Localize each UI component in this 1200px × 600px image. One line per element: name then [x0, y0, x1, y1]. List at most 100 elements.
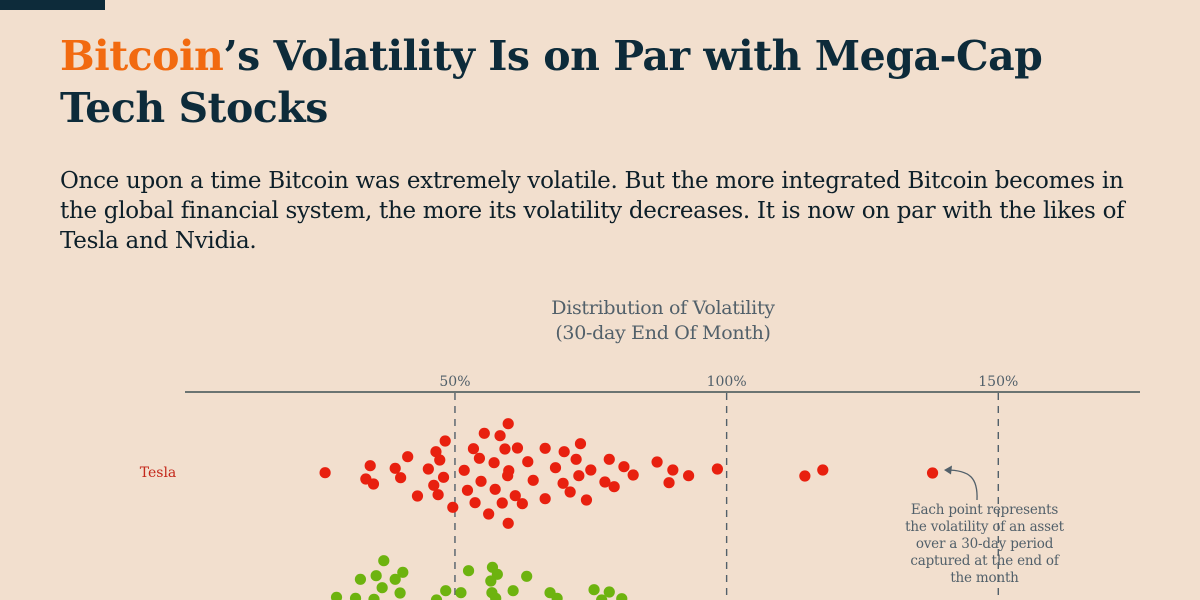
data-point: [489, 483, 501, 495]
title-rest: ’s Volatility Is on Par with Mega-Cap Te…: [60, 32, 1043, 132]
data-point: [608, 481, 620, 493]
data-point: [502, 470, 514, 482]
data-point: [527, 474, 539, 486]
data-point: [618, 461, 630, 473]
data-point: [502, 418, 514, 430]
data-point: [588, 584, 600, 596]
reference-lines: [454, 393, 999, 600]
data-point: [651, 456, 663, 468]
data-point: [394, 587, 406, 599]
row-labels: Tesla: [140, 465, 177, 481]
data-point: [663, 477, 675, 489]
data-point: [458, 464, 470, 476]
row-label-tesla: Tesla: [140, 465, 177, 481]
data-point: [437, 471, 450, 483]
data-point: [370, 570, 382, 582]
data-point: [467, 443, 480, 455]
x-axis-ticks: 50% 100% 150%: [439, 374, 1018, 390]
data-point: [799, 470, 811, 482]
x-tick-label: 150%: [978, 374, 1018, 390]
data-point: [596, 594, 608, 600]
annotation-text: Each point represents the volatility of …: [905, 502, 1064, 586]
data-point: [440, 585, 452, 597]
data-point: [667, 464, 679, 476]
x-tick-label: 100%: [707, 374, 747, 390]
data-point: [926, 467, 939, 479]
page-subtitle: Once upon a time Bitcoin was extremely v…: [60, 168, 1125, 254]
chart-title: Distribution of Volatility (30-day End O…: [463, 296, 863, 346]
annotation-arrowhead-icon: [944, 465, 952, 475]
data-point: [573, 470, 585, 482]
chart-title-line1: Distribution of Volatility: [551, 297, 775, 319]
data-point: [462, 565, 475, 577]
data-point: [389, 462, 401, 474]
data-point: [521, 570, 533, 582]
data-point: [330, 591, 343, 600]
page-title: Bitcoin’s Volatility Is on Par with Mega…: [60, 30, 1160, 134]
data-point: [599, 476, 611, 488]
data-point: [478, 427, 490, 439]
data-point: [682, 470, 695, 482]
data-point: [368, 593, 380, 600]
data-point: [376, 582, 388, 594]
data-point: [627, 469, 639, 481]
data-point: [395, 472, 407, 484]
data-point: [485, 575, 497, 587]
data-point: [616, 593, 628, 600]
data-point: [502, 517, 514, 529]
data-point: [402, 451, 414, 463]
x-tick-label: 50%: [439, 374, 470, 390]
series-tesla: [319, 418, 939, 529]
data-point: [349, 592, 362, 600]
data-point: [475, 475, 487, 487]
data-point: [367, 478, 380, 490]
data-point: [455, 587, 467, 599]
title-accent: Bitcoin: [60, 32, 224, 80]
data-point: [488, 457, 500, 469]
data-point: [434, 454, 446, 466]
data-point: [499, 443, 511, 455]
data-point: [428, 479, 440, 491]
data-point: [509, 490, 521, 502]
annotation-arrow: [945, 469, 978, 501]
data-point: [522, 456, 534, 468]
data-point: [817, 464, 829, 476]
data-points: [319, 418, 939, 600]
data-point: [564, 486, 576, 498]
data-point: [319, 467, 331, 479]
data-point: [558, 446, 570, 458]
data-point: [397, 566, 409, 578]
data-point: [461, 484, 474, 496]
data-point: [557, 477, 569, 489]
data-point: [422, 463, 434, 475]
chart-title-line2: (30-day End Of Month): [555, 322, 771, 344]
data-point: [364, 460, 376, 472]
data-point: [496, 497, 508, 509]
data-point: [439, 435, 451, 447]
data-point: [711, 463, 723, 475]
data-point: [507, 585, 519, 597]
data-point: [570, 453, 582, 465]
data-point: [473, 452, 486, 464]
data-point: [469, 497, 481, 509]
data-point: [603, 453, 615, 465]
data-point: [551, 592, 563, 600]
data-point: [447, 501, 459, 513]
data-point: [354, 573, 367, 585]
data-point: [411, 490, 424, 502]
data-point: [490, 592, 502, 600]
series-second-asset: [330, 555, 628, 600]
data-point: [432, 489, 444, 501]
data-point: [603, 586, 615, 598]
data-point: [511, 442, 524, 454]
data-point: [430, 594, 443, 600]
data-point: [516, 498, 528, 510]
brand-bar: [0, 0, 105, 10]
data-point: [585, 464, 597, 476]
data-point: [580, 494, 593, 506]
data-point: [483, 508, 495, 520]
data-point: [549, 462, 562, 474]
data-point: [574, 438, 587, 450]
data-point: [539, 493, 551, 505]
